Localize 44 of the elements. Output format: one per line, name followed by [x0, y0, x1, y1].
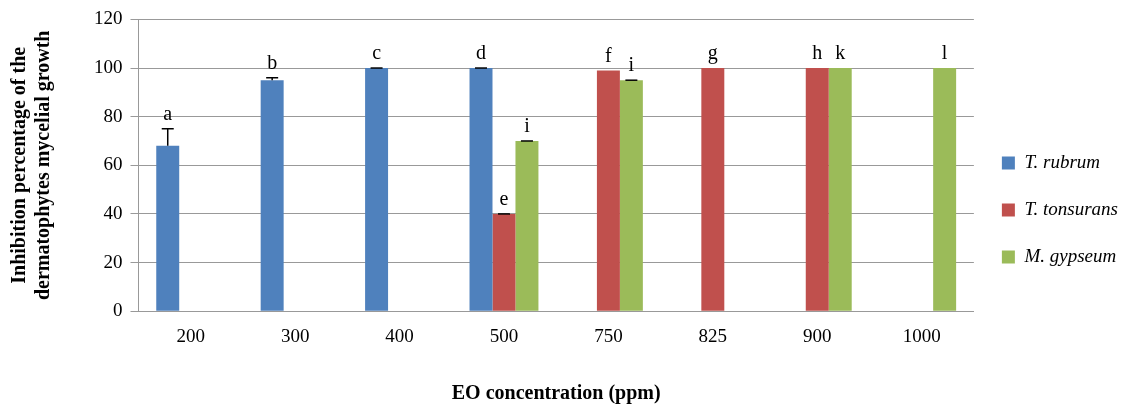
data-label: b — [267, 51, 278, 74]
bar — [619, 80, 643, 311]
x-axis-title: EO concentration (ppm) — [451, 381, 661, 405]
data-label: i — [524, 114, 531, 137]
bar — [596, 70, 620, 311]
legend-label: T. rubrum — [1024, 151, 1101, 172]
y-tick-label: 60 — [103, 153, 123, 175]
bar — [492, 213, 516, 311]
bar — [933, 68, 957, 311]
data-label: a — [163, 102, 173, 125]
bar — [515, 140, 539, 311]
y-tick-label: 120 — [94, 7, 123, 29]
x-tick-label: 300 — [280, 324, 310, 346]
data-label: l — [941, 41, 948, 64]
bar — [156, 145, 180, 311]
bar — [260, 80, 284, 311]
y-tick-label: 80 — [103, 104, 123, 126]
y-tick-label: 100 — [94, 56, 123, 78]
legend-label: M. gypseum — [1023, 245, 1117, 266]
data-label: d — [476, 41, 487, 64]
data-label: i — [628, 53, 635, 76]
data-label: c — [372, 41, 382, 64]
data-label: e — [499, 187, 509, 210]
x-tick-label: 1000 — [902, 324, 941, 346]
bar — [701, 68, 725, 311]
data-label: g — [707, 41, 718, 65]
legend-label: T. tonsurans — [1024, 198, 1119, 219]
y-tick-label: 0 — [113, 299, 123, 321]
x-tick-label: 200 — [176, 324, 205, 346]
data-label: h — [812, 41, 823, 64]
bar — [828, 68, 852, 311]
y-tick-label: 40 — [103, 201, 123, 223]
x-tick-label: 750 — [594, 324, 623, 346]
x-tick-label: 500 — [489, 324, 519, 346]
bar — [365, 68, 389, 311]
y-axis-title: Inhibition percentage of the dermatophytes mycelial growth — [7, 30, 55, 301]
bar — [469, 68, 493, 311]
data-label: f — [605, 43, 613, 66]
x-tick-label: 825 — [698, 324, 728, 346]
x-tick-label: 400 — [385, 324, 414, 346]
x-tick-label: 900 — [803, 324, 832, 346]
data-label: k — [835, 41, 846, 64]
bar — [805, 68, 829, 311]
y-tick-label: 20 — [103, 250, 123, 272]
